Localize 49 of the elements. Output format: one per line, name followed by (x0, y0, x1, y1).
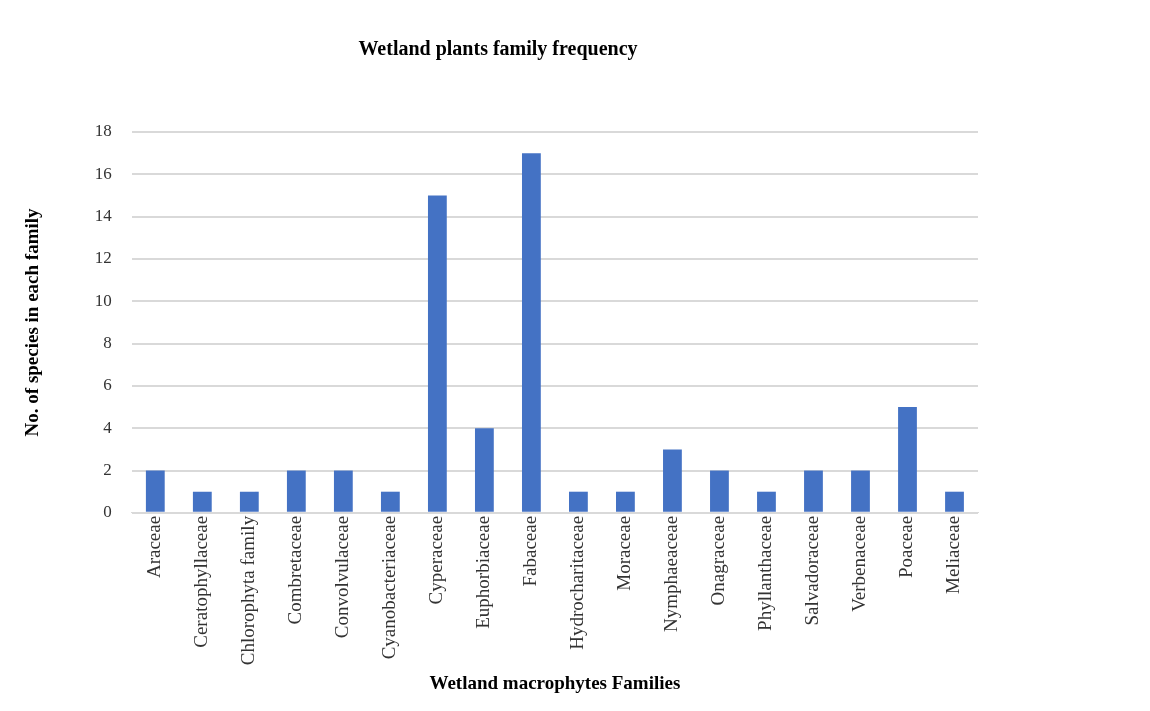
y-tick-label: 14 (94, 206, 113, 226)
y-axis-title: No. of species in each family (21, 207, 43, 437)
y-tick-label: 4 (103, 417, 113, 437)
bar (380, 491, 400, 512)
x-tick-label: Fabaceae (519, 515, 541, 587)
bar (804, 470, 823, 512)
x-tick-label: Combretaceae (284, 515, 306, 625)
y-tick-label: 12 (94, 248, 112, 268)
x-tick-label: Araceae (143, 515, 165, 579)
x-axis-title: Wetland macrophytes Families (429, 671, 681, 693)
bar (239, 491, 259, 512)
x-tick-label: Convolvulaceae (331, 515, 353, 639)
x-tick-label: Onagraceae (707, 515, 729, 606)
x-tick-label: Phyllanthaceae (754, 515, 776, 631)
bar (427, 195, 447, 512)
x-tick-label: Cyanobacteriaceae (378, 515, 400, 660)
y-tick-label: 8 (103, 333, 112, 353)
bar (333, 470, 353, 512)
bar (757, 491, 776, 512)
x-tick-label: Salvadoraceae (801, 515, 823, 626)
x-tick-label: Meliaceae (942, 515, 964, 594)
bar (474, 428, 494, 512)
bar (710, 470, 729, 512)
bar (851, 470, 870, 512)
y-tick-label: 16 (94, 163, 112, 183)
bar (286, 470, 306, 512)
y-tick-label: 0 (103, 502, 112, 522)
y-tick-label: 6 (103, 375, 112, 395)
x-tick-label: Nymphaeaceae (660, 515, 682, 632)
x-tick-label: Ceratophyllaceae (190, 515, 212, 648)
bar (898, 407, 917, 512)
bar (945, 491, 964, 512)
x-tick-label: Chlorophyta family (237, 515, 259, 666)
chart-title: Wetland plants family frequency (358, 37, 638, 61)
x-tick-label: Cyperaceae (425, 515, 447, 605)
x-tick-label: Hydrocharitaceae (566, 515, 588, 650)
bar (569, 491, 588, 512)
y-tick-label: 18 (94, 121, 112, 141)
bar (521, 153, 541, 512)
bar (192, 491, 212, 512)
y-tick-label: 10 (94, 290, 112, 310)
x-tick-label: Euphorbiaceae (472, 515, 494, 629)
bar (616, 491, 635, 512)
y-tick-label: 2 (103, 460, 112, 480)
bar (663, 449, 682, 512)
bar (145, 470, 165, 512)
x-tick-label: Moraceae (613, 515, 635, 591)
x-tick-label: Verbenaceae (848, 515, 870, 612)
x-tick-label: Poaceae (895, 515, 917, 579)
